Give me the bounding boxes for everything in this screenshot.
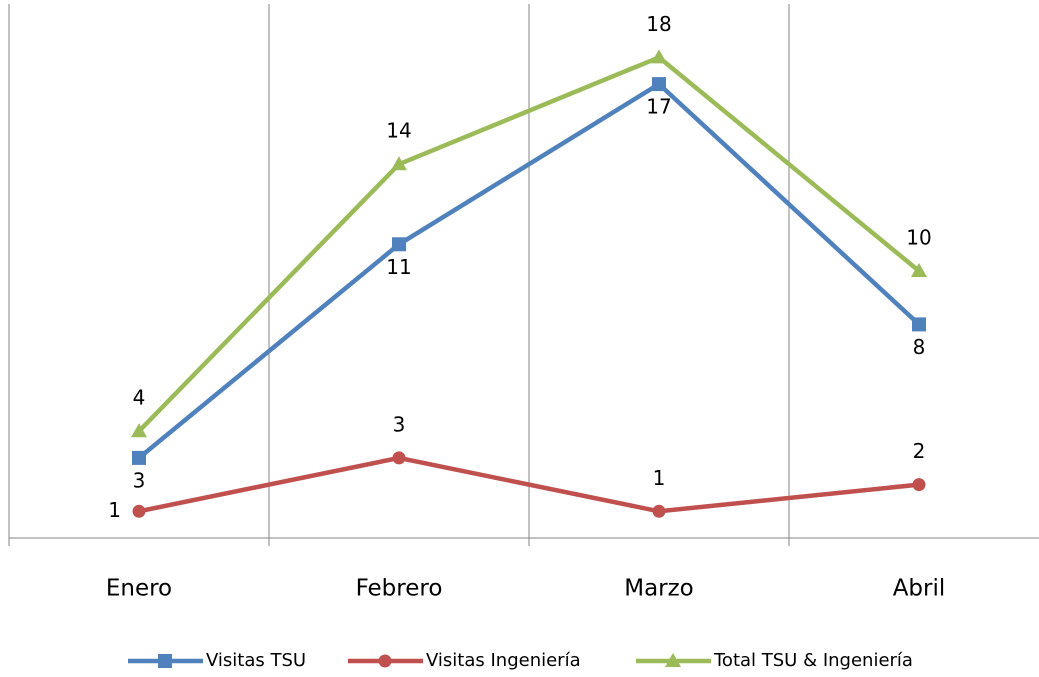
data-point	[912, 478, 926, 492]
data-label: 18	[646, 12, 671, 36]
data-point	[652, 504, 666, 518]
data-label: 2	[913, 439, 926, 463]
series-line	[137, 55, 921, 433]
data-point	[911, 263, 927, 277]
data-label: 11	[386, 255, 411, 279]
data-label: 3	[393, 412, 406, 436]
series-line	[137, 81, 921, 460]
series-line	[138, 455, 920, 514]
data-point	[132, 450, 146, 465]
data-point	[652, 77, 666, 92]
legend-label: Visitas TSU	[206, 650, 306, 671]
x-tick-label: Enero	[106, 576, 172, 602]
data-label: 17	[646, 95, 671, 119]
data-point	[132, 504, 146, 518]
data-label: 8	[913, 335, 926, 359]
data-point	[912, 317, 926, 332]
data-point	[131, 423, 147, 438]
data-point	[391, 156, 407, 171]
data-point	[392, 237, 406, 252]
x-tick-label: Febrero	[356, 576, 443, 602]
data-label: 1	[108, 498, 121, 522]
x-tick-label: Marzo	[624, 576, 694, 602]
data-point	[392, 451, 406, 465]
legend-marker	[158, 654, 172, 668]
legend-marker	[378, 654, 392, 668]
data-point	[651, 49, 667, 64]
x-tick-label: Abril	[893, 576, 946, 602]
data-label: 10	[906, 226, 931, 250]
data-label: 14	[386, 119, 411, 143]
legend-label: Visitas Ingeniería	[426, 650, 581, 671]
data-label: 3	[133, 468, 146, 492]
data-label: 1	[653, 466, 666, 490]
data-label: 4	[133, 386, 146, 410]
legend-label: Total TSU & Ingeniería	[713, 650, 913, 671]
legend-marker	[665, 653, 681, 667]
